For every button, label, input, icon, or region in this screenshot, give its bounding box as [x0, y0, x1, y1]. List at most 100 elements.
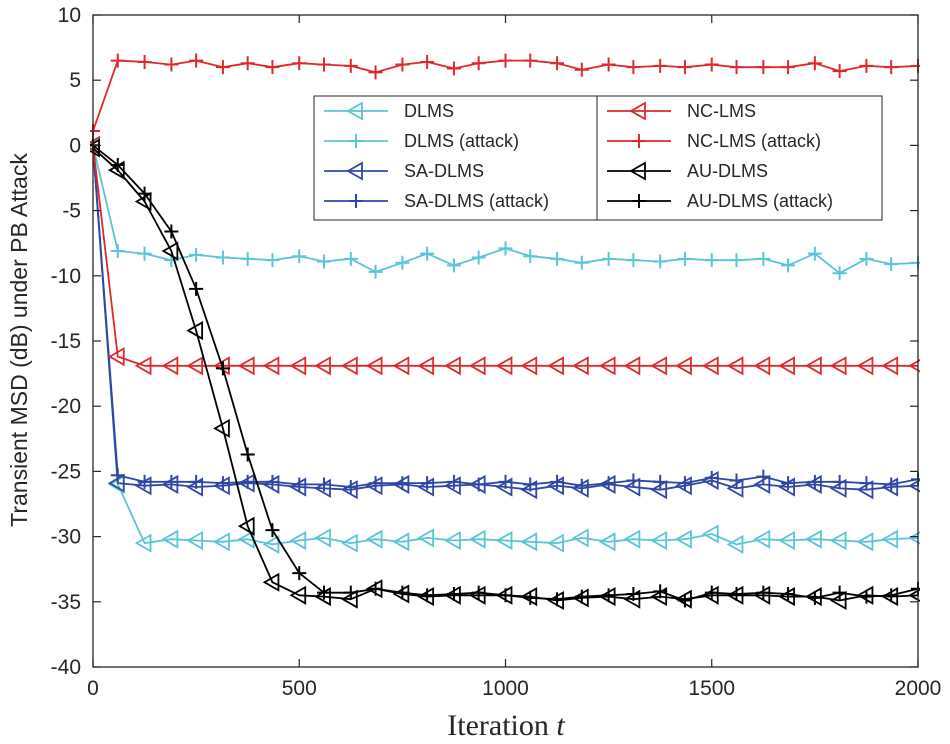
- data-point-dlms-attack: [317, 254, 331, 269]
- data-point-sa-dlms-attack: [832, 474, 847, 489]
- legend-marker-sa-dlms: [346, 161, 363, 181]
- y-tick-label: -35: [51, 591, 81, 614]
- data-point-au-dlms-attack: [446, 586, 461, 601]
- data-point-nc-lms: [340, 356, 358, 376]
- data-point-sa-dlms-attack: [395, 476, 410, 491]
- data-point-sa-dlms-attack: [653, 474, 668, 489]
- data-point-au-dlms: [237, 516, 255, 536]
- data-point-nc-lms-attack: [189, 53, 204, 68]
- x-tick-label: 1500: [688, 677, 735, 700]
- x-axis-label: Iteration t: [447, 709, 565, 742]
- data-point-nc-lms: [262, 356, 280, 376]
- y-tick-label: -5: [62, 200, 81, 223]
- data-point-nc-lms: [650, 356, 668, 376]
- data-point-nc-lms-attack: [395, 57, 410, 72]
- data-point-nc-lms-attack: [677, 60, 692, 75]
- data-point-nc-lms-attack: [471, 56, 486, 71]
- data-point-nc-lms: [444, 356, 461, 376]
- data-point-nc-lms-attack: [626, 60, 641, 75]
- data-point-au-dlms-attack: [420, 588, 435, 603]
- data-point-nc-lms: [161, 356, 179, 376]
- legend-marker-dlms: [346, 101, 363, 121]
- data-point-au-dlms: [186, 321, 204, 341]
- data-point-nc-lms-attack: [164, 57, 179, 72]
- data-point-sa-dlms-attack: [292, 477, 307, 492]
- data-point-dlms: [520, 532, 538, 552]
- data-point-sa-dlms-attack: [343, 480, 358, 495]
- series-au-dlms-attack: [90, 138, 920, 608]
- legend-label-au-dlms-attack: AU-DLMS (attack): [687, 191, 833, 211]
- data-point-dlms: [340, 533, 358, 553]
- data-point-nc-lms: [726, 356, 744, 376]
- data-point-au-dlms-attack: [317, 585, 331, 600]
- legend-marker-au-dlms-attack: [632, 194, 646, 208]
- data-point-dlms: [392, 532, 410, 552]
- data-point-au-dlms-attack: [807, 590, 822, 605]
- data-point-dlms: [365, 529, 383, 549]
- x-tick-label: 500: [282, 677, 317, 700]
- data-point-dlms: [417, 528, 435, 548]
- data-point-sa-dlms-attack: [523, 477, 538, 492]
- data-point-nc-lms: [571, 356, 589, 376]
- legend-label-nc-lms: NC-LMS: [687, 101, 756, 121]
- data-point-dlms-attack: [420, 246, 435, 261]
- data-point-au-dlms-attack: [677, 593, 692, 608]
- data-point-au-dlms-attack: [884, 588, 899, 603]
- data-point-nc-lms: [186, 356, 204, 376]
- data-point-dlms: [161, 529, 179, 549]
- data-point-sa-dlms-attack: [265, 474, 280, 489]
- data-point-dlms: [805, 529, 822, 549]
- legend-label-nc-lms-attack: NC-LMS (attack): [687, 131, 821, 151]
- data-point-nc-lms: [805, 356, 822, 376]
- data-point-dlms: [856, 532, 874, 552]
- data-point-sa-dlms-attack: [368, 476, 383, 491]
- data-point-nc-lms: [598, 356, 616, 376]
- data-point-nc-lms-attack: [859, 58, 874, 73]
- x-tick-label: 1000: [482, 677, 529, 700]
- data-point-sa-dlms-attack: [317, 477, 331, 492]
- data-point-au-dlms-attack: [471, 585, 486, 600]
- data-point-au-dlms: [213, 418, 230, 438]
- data-point-sa-dlms-attack: [626, 473, 641, 488]
- axis-ticks: [92, 14, 919, 668]
- legend-marker-dlms-attack: [349, 134, 363, 148]
- data-point-au-dlms-attack: [265, 523, 280, 538]
- x-tick-label: 2000: [895, 677, 942, 700]
- data-point-dlms: [213, 532, 230, 552]
- data-point-au-dlms-attack: [368, 581, 383, 596]
- data-point-dlms: [495, 530, 513, 551]
- data-point-au-dlms-attack: [395, 585, 410, 600]
- data-point-nc-lms: [623, 356, 641, 376]
- legend-entry-nc-lms-attack: NC-LMS (attack): [607, 131, 821, 151]
- data-point-sa-dlms-attack: [471, 477, 486, 492]
- data-point-dlms: [623, 529, 641, 549]
- data-point-au-dlms-attack: [756, 585, 771, 600]
- data-point-au-dlms-attack: [550, 592, 565, 607]
- legend-box: [313, 95, 883, 221]
- data-point-dlms: [468, 529, 486, 549]
- data-point-nc-lms-attack: [781, 60, 796, 75]
- data-point-dlms-attack: [653, 254, 668, 269]
- data-point-dlms-attack: [189, 247, 204, 262]
- data-point-nc-lms-attack: [110, 53, 125, 68]
- data-point-nc-lms: [107, 347, 125, 367]
- data-point-nc-lms-attack: [137, 54, 152, 69]
- legend-label-sa-dlms-attack: SA-DLMS (attack): [404, 191, 549, 211]
- data-point-au-dlms-attack: [292, 566, 307, 581]
- data-point-nc-lms: [495, 356, 513, 376]
- legend-entry-au-dlms: AU-DLMS: [607, 161, 768, 181]
- data-point-nc-lms: [468, 356, 486, 376]
- data-point-dlms: [829, 530, 847, 551]
- data-point-dlms-attack: [832, 266, 847, 281]
- y-tick-label: 10: [58, 4, 81, 27]
- series-nc-lms-attack: [90, 53, 920, 139]
- data-point-au-dlms: [161, 241, 179, 261]
- data-point-nc-lms-attack: [317, 57, 331, 72]
- data-point-nc-lms-attack: [550, 56, 565, 71]
- data-point-sa-dlms-attack: [137, 474, 152, 489]
- data-point-dlms-attack: [368, 264, 383, 279]
- data-point-nc-lms-attack: [215, 60, 230, 75]
- data-point-sa-dlms-attack: [884, 477, 899, 492]
- data-point-nc-lms-attack: [574, 62, 589, 77]
